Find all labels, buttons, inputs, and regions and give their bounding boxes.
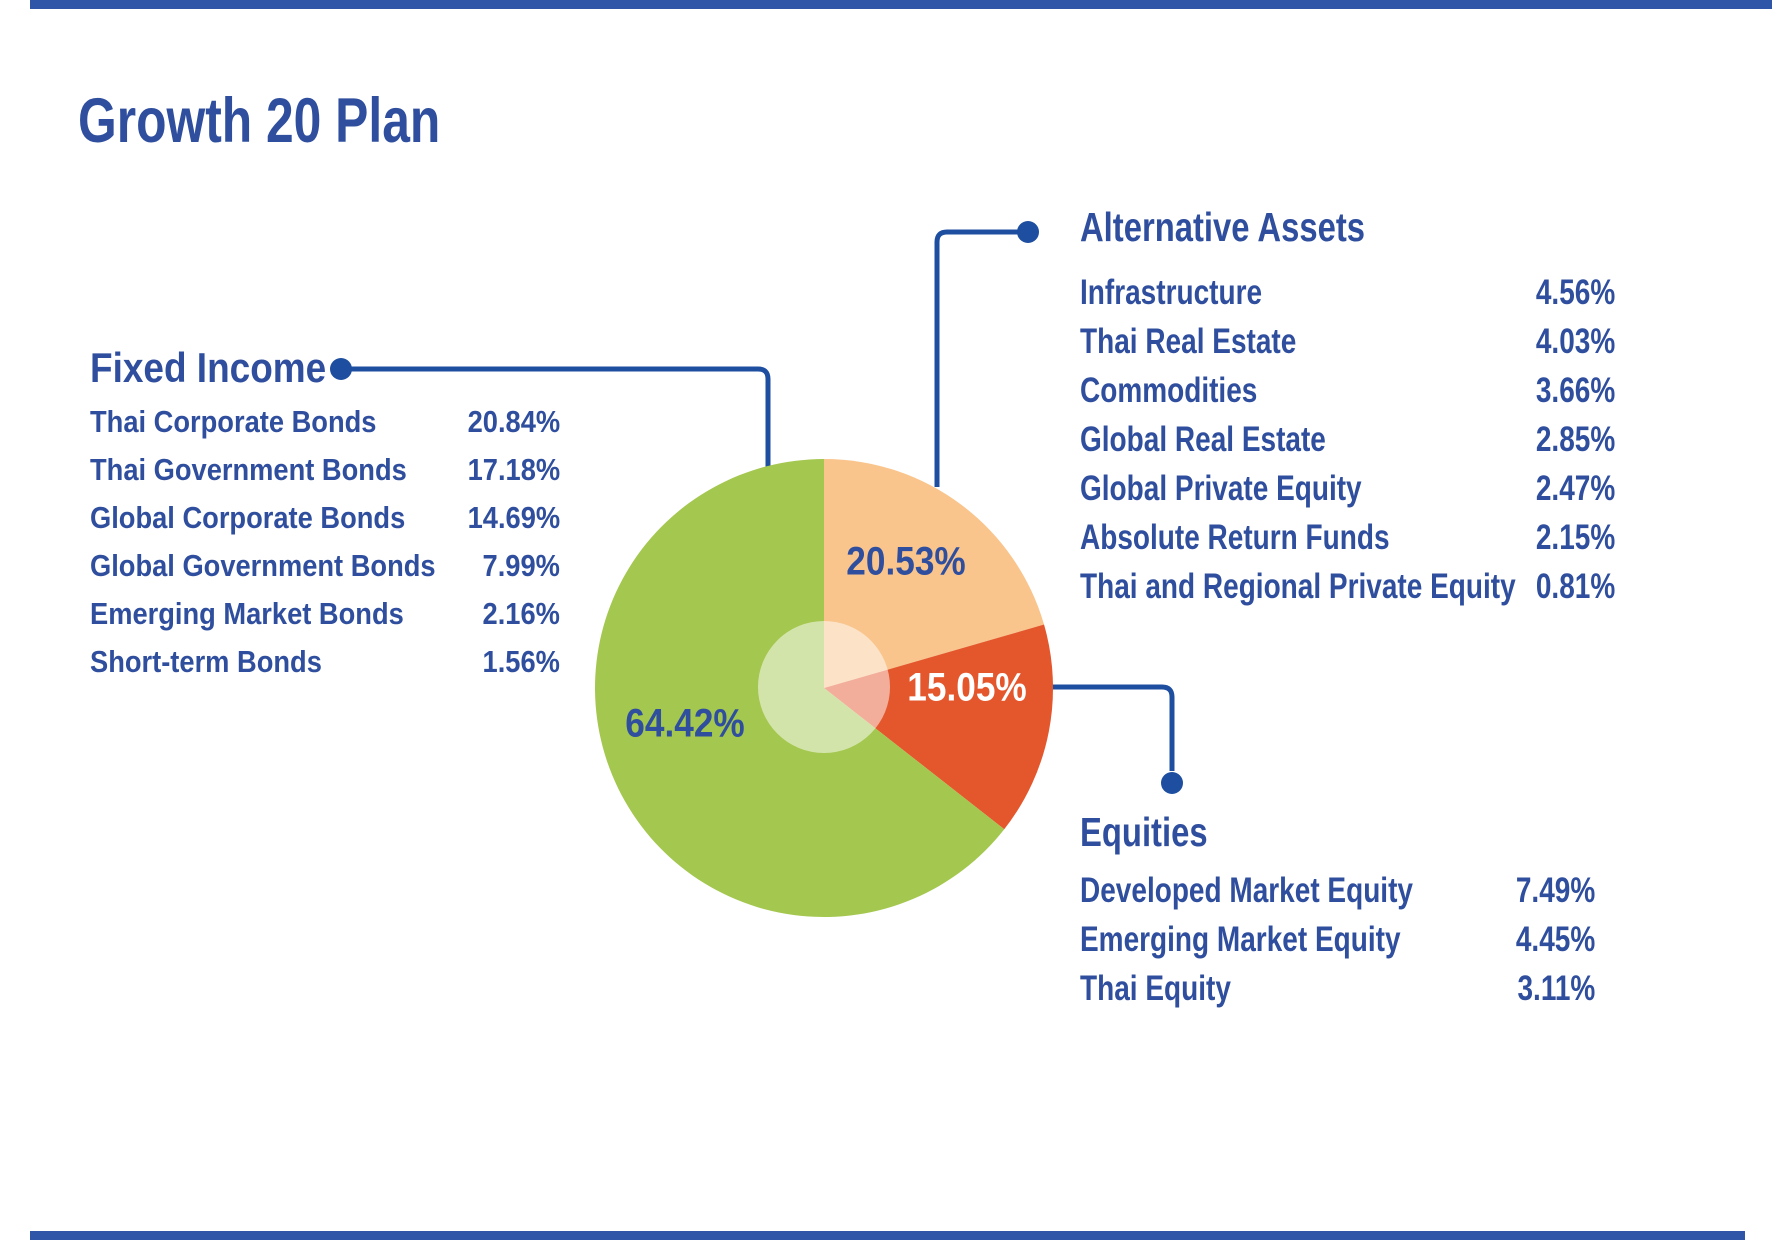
connector-line-equities [1050,684,1175,771]
item-value: 17.18% [467,452,560,487]
item-label: Global Real Estate [1080,420,1326,459]
list-item: Global Corporate Bonds 14.69% [90,494,560,542]
item-label: Absolute Return Funds [1080,518,1390,557]
item-value: 0.81% [1535,567,1615,606]
group-fixed-income: Fixed Income Thai Corporate Bonds 20.84% T… [90,344,560,680]
list-item: Developed Market Equity 7.49% [1080,866,1595,915]
list-item: Infrastructure 4.56% [1080,268,1615,317]
list-item: Thai and Regional Private Equity 0.81% [1080,562,1615,611]
list-item: Global Private Equity 2.47% [1080,464,1615,513]
group-title-fixed-income: Fixed Income [90,344,327,391]
connector-line-alternative-assets [934,229,1028,487]
list-item: Emerging Market Equity 4.45% [1080,915,1595,964]
list-item: Emerging Market Bonds 2.16% [90,590,560,638]
list-item: Thai Equity 3.11% [1080,964,1595,1013]
item-value: 7.49% [1515,871,1595,910]
pie-slice-alternative-assets [824,459,1045,688]
item-value: 1.56% [482,644,560,679]
item-label: Thai Corporate Bonds [90,404,377,439]
bottom-rule [30,1231,1745,1240]
item-label: Short-term Bonds [90,644,322,679]
item-label: Infrastructure [1080,273,1263,312]
item-label: Developed Market Equity [1080,871,1413,910]
connector-dot-alternative-assets [1017,221,1039,243]
list-item: Global Real Estate 2.85% [1080,415,1615,464]
pie-label-fixed-income: 64.42% [625,701,745,746]
group-alternative-assets: Alternative Assets Infrastructure 4.56% Th… [1080,204,1615,607]
item-value: 3.66% [1535,371,1615,410]
item-value: 3.11% [1517,969,1595,1008]
group-title-equities: Equities [1080,809,1208,855]
pie-label-alternative-assets: 20.53% [846,539,966,584]
group-title-alternative-assets: Alternative Assets [1080,204,1365,250]
item-label: Global Government Bonds [90,548,436,583]
equities-list: Developed Market Equity 7.49% Emerging Mar… [1080,866,1595,1013]
item-label: Global Corporate Bonds [90,500,406,535]
list-item: Global Government Bonds 7.99% [90,542,560,590]
item-label: Emerging Market Bonds [90,596,404,631]
item-value: 4.56% [1535,273,1615,312]
item-label: Thai Equity [1080,969,1231,1008]
connector-dot-fixed-income [330,358,352,380]
item-value: 7.99% [482,548,560,583]
list-item: Commodities 3.66% [1080,366,1615,415]
item-value: 2.15% [1535,518,1615,557]
item-label: Global Private Equity [1080,469,1362,508]
item-value: 2.47% [1535,469,1615,508]
pie-inner-highlight [758,621,890,753]
item-value: 4.03% [1535,322,1615,361]
item-label: Thai and Regional Private Equity [1080,567,1516,606]
alternative-assets-list: Infrastructure 4.56% Thai Real Estate 4.03%… [1080,268,1615,611]
list-item: Absolute Return Funds 2.15% [1080,513,1615,562]
pie-label-equities: 15.05% [907,665,1027,710]
item-label: Thai Government Bonds [90,452,407,487]
item-value: 20.84% [467,404,560,439]
item-label: Thai Real Estate [1080,322,1297,361]
connector-line-fixed-income [341,366,771,467]
list-item: Thai Corporate Bonds 20.84% [90,398,560,446]
item-value: 4.45% [1515,920,1595,959]
pie-chart [594,459,1054,917]
item-value: 2.85% [1535,420,1615,459]
item-label: Emerging Market Equity [1080,920,1401,959]
item-value: 14.69% [467,500,560,535]
fixed-income-list: Thai Corporate Bonds 20.84% Thai Governmen… [90,398,560,686]
item-label: Commodities [1080,371,1258,410]
group-equities: Equities Developed Market Equity 7.49% Eme… [1080,809,1595,1009]
list-item: Thai Real Estate 4.03% [1080,317,1615,366]
list-item: Thai Government Bonds 17.18% [90,446,560,494]
page-title: Growth 20 Plan [78,86,441,156]
top-rule [30,0,1772,9]
item-value: 2.16% [482,596,560,631]
connector-dot-equities [1161,772,1183,794]
list-item: Short-term Bonds 1.56% [90,638,560,686]
